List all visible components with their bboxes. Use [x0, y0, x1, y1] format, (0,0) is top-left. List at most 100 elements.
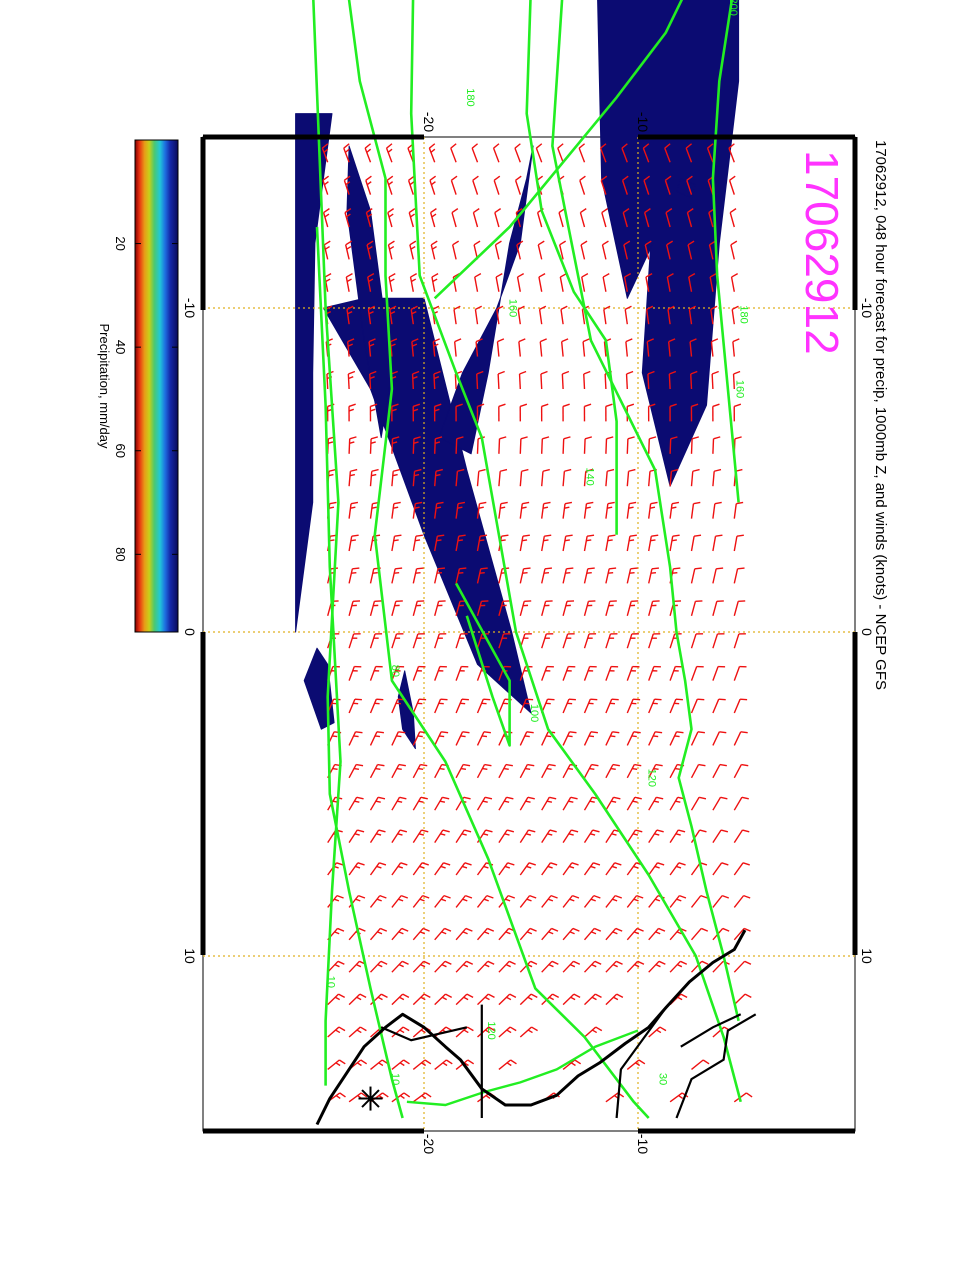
colorbar: 20 40 60 80 Precipitation, mm/day — [97, 139, 179, 633]
wind-barb — [430, 240, 438, 260]
wind-barb — [626, 731, 641, 746]
wind-barb — [624, 305, 632, 325]
wind-barb — [648, 665, 661, 681]
lon-tick-label-right: 0 — [859, 628, 875, 636]
wind-barb — [691, 1059, 710, 1070]
wind-barb — [666, 273, 674, 292]
wind-barb — [712, 763, 727, 779]
contour-label: 140 — [584, 467, 596, 485]
wind-barb — [476, 731, 491, 746]
wind-barb — [561, 370, 570, 390]
wind-barb — [391, 436, 400, 454]
wind-barb — [541, 862, 558, 876]
wind-barb — [733, 829, 750, 843]
wind-barb — [364, 143, 372, 163]
wind-barb — [733, 796, 749, 811]
wind-barb — [369, 829, 386, 843]
wind-barb — [434, 501, 444, 519]
wind-barb — [412, 698, 427, 714]
wind-barb — [348, 468, 358, 487]
wind-barb — [601, 208, 609, 228]
wind-barb — [562, 894, 580, 908]
wind-barb — [583, 501, 594, 519]
wind-barb — [645, 305, 654, 325]
wind-barb — [343, 175, 351, 195]
wind-barb — [519, 894, 537, 908]
wind-barb — [687, 240, 695, 260]
wind-barb — [712, 600, 724, 616]
wind-barb — [498, 862, 515, 876]
wind-barb — [583, 468, 593, 487]
wind-barb — [391, 862, 408, 876]
wind-barb — [391, 1026, 410, 1038]
wind-barb — [391, 927, 409, 941]
wind-barb — [391, 567, 403, 584]
wind-barb — [560, 338, 569, 357]
wind-barb — [583, 600, 596, 616]
wind-barb — [433, 403, 442, 422]
wind-barb — [391, 796, 407, 811]
wind-barb — [434, 796, 450, 811]
contour-label: 10 — [325, 976, 337, 988]
wind-barb — [348, 731, 363, 746]
wind-barb — [541, 436, 550, 454]
wind-barb — [519, 829, 536, 843]
wind-barb — [455, 763, 471, 779]
wind-barb — [690, 731, 705, 746]
wind-barb — [668, 370, 677, 390]
wind-barb — [626, 567, 638, 584]
wind-barb — [412, 1059, 432, 1070]
wind-barb — [562, 829, 579, 843]
wind-barb — [434, 862, 451, 876]
wind-barb — [498, 501, 508, 519]
wind-barb — [455, 436, 464, 454]
wind-barb — [712, 534, 723, 552]
date-stamp: 17062912 — [796, 150, 848, 355]
wind-barb — [476, 534, 488, 552]
wind-barb — [541, 927, 559, 941]
wind-barb — [369, 763, 385, 779]
wind-barb — [605, 763, 620, 779]
wind-barb — [455, 894, 473, 908]
wind-barb — [514, 143, 521, 163]
wind-barb — [348, 862, 365, 876]
height-contour — [551, 0, 740, 1022]
wind-barb — [495, 273, 503, 292]
wind-barb — [643, 208, 651, 228]
wind-barb — [386, 175, 394, 195]
wind-barb — [432, 338, 440, 357]
wind-barb — [688, 273, 696, 292]
wind-barb — [540, 370, 548, 390]
wind-barb — [712, 698, 726, 714]
wind-barb — [645, 273, 653, 292]
wind-barb — [690, 534, 702, 552]
wind-barb — [710, 305, 718, 325]
wind-barb — [562, 960, 581, 973]
wind-barb — [626, 796, 642, 811]
contour-label: 120 — [646, 769, 658, 787]
wind-barb — [412, 403, 421, 422]
wind-barb — [648, 534, 659, 552]
wind-barb — [733, 927, 751, 941]
wind-barb — [370, 993, 388, 1006]
wind-barb — [712, 862, 729, 876]
colorbar-ticks: 20 40 60 80 — [113, 236, 178, 562]
wind-barb — [626, 698, 641, 714]
wind-barb — [621, 143, 628, 163]
wind-barb — [626, 600, 639, 616]
wind-barb — [579, 208, 587, 228]
wind-barb — [626, 633, 639, 649]
wind-barb — [541, 534, 552, 552]
wind-barb — [667, 305, 675, 325]
colorbar-tick-label: 60 — [113, 444, 128, 458]
lon-tick-label-left: -10 — [182, 298, 198, 318]
wind-barb — [494, 240, 502, 260]
wind-barb — [343, 143, 350, 163]
wind-barb — [477, 1026, 496, 1038]
wind-barb — [669, 862, 686, 876]
wind-barb — [348, 567, 360, 584]
lat-tick-label-bottom: -20 — [421, 1134, 437, 1154]
wind-barb — [322, 208, 330, 228]
wind-barb — [391, 763, 406, 779]
wind-barb — [367, 273, 375, 292]
